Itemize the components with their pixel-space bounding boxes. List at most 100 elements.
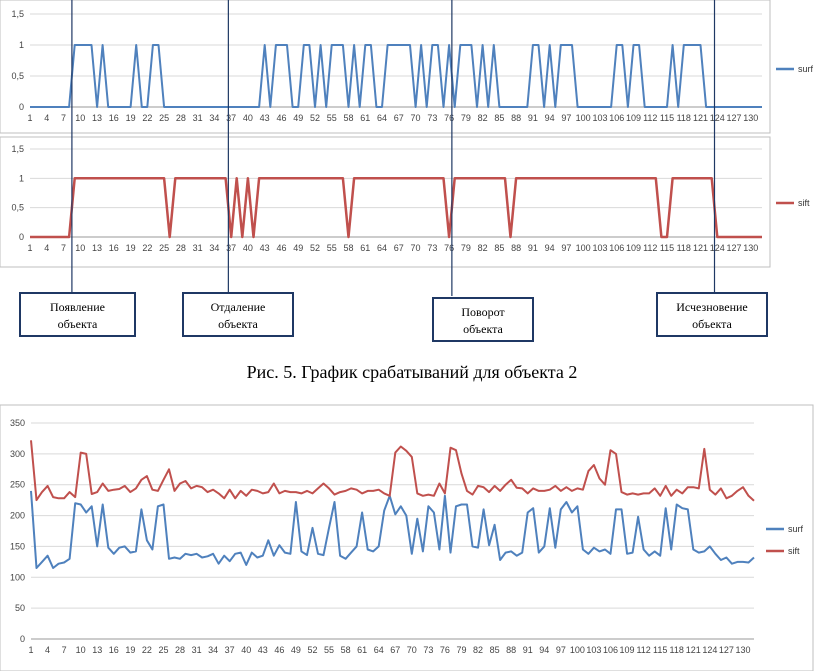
x-tick-label: 49 [291,645,301,655]
x-tick-label: 97 [561,113,571,123]
y-tick-label: 1 [19,40,24,50]
x-tick-label: 55 [327,243,337,253]
y-tick-label: 0 [19,232,24,242]
y-tick-label: 300 [10,449,25,459]
x-tick-label: 97 [556,645,566,655]
x-tick-label: 76 [440,645,450,655]
x-tick-label: 103 [586,645,601,655]
x-tick-label: 58 [343,113,353,123]
x-tick-label: 82 [478,113,488,123]
x-tick-label: 13 [92,113,102,123]
x-tick-label: 121 [693,113,708,123]
annotation-label-line1: Отдаление [211,300,266,314]
y-tick-label: 1,5 [11,144,24,154]
x-tick-label: 118 [677,243,691,253]
x-tick-label: 52 [310,243,320,253]
x-tick-label: 124 [702,645,717,655]
y-tick-label: 100 [10,572,25,582]
x-tick-label: 67 [394,113,404,123]
x-tick-label: 109 [620,645,635,655]
x-tick-label: 40 [241,645,251,655]
x-tick-label: 61 [360,113,370,123]
x-tick-label: 106 [603,645,618,655]
x-tick-label: 1 [27,243,32,253]
surf-binary-chart: 0 0,5 1 1,5 1 4 7 10 13 16 19 22 25 28 31 34 37 40 43 46 49 5… [0,0,814,134]
x-tick-label: 124 [710,113,725,123]
x-tick-label: 10 [75,113,85,123]
x-tick-label: 112 [636,645,650,655]
x-tick-label: 82 [478,243,488,253]
x-tick-label: 115 [660,113,674,123]
x-tick-label: 19 [126,243,136,253]
x-tick-label: 46 [276,243,286,253]
annotation-label-line1: Поворот [461,305,505,319]
x-tick-label: 91 [528,113,538,123]
x-tick-label: 46 [276,113,286,123]
x-tick-label: 88 [511,243,521,253]
x-tick-label: 106 [609,243,624,253]
x-tick-label: 94 [539,645,549,655]
annotation-label-line1: Появление [50,300,105,314]
y-tick-label: 50 [15,603,25,613]
x-tick-label: 34 [208,645,218,655]
x-tick-label: 112 [643,113,657,123]
x-tick-label: 109 [626,243,641,253]
x-tick-label: 73 [423,645,433,655]
annotation-label-line2: объекта [58,317,98,331]
x-tick-label: 43 [258,645,268,655]
x-tick-label: 13 [92,243,102,253]
x-tick-label: 88 [511,113,521,123]
annotation-box [656,292,768,337]
x-tick-label: 1 [28,645,33,655]
x-tick-label: 64 [374,645,384,655]
x-tick-label: 49 [293,113,303,123]
x-tick-label: 103 [592,113,607,123]
x-tick-label: 79 [456,645,466,655]
x-tick-label: 100 [570,645,585,655]
sift-binary-chart: 0 0,5 1 1,5 1 4 7 10 13 16 19 22 25 28 31 34 37 40 43 46 49 5… [0,136,810,268]
x-tick-label: 130 [743,243,758,253]
x-tick-label: 52 [310,113,320,123]
x-tick-label: 115 [653,645,667,655]
x-tick-label: 4 [44,243,49,253]
chart-frame [0,404,814,671]
x-tick-label: 67 [394,243,404,253]
x-tick-label: 16 [109,113,119,123]
x-tick-label: 16 [109,645,119,655]
y-tick-label: 1,5 [11,9,24,19]
x-tick-label: 109 [626,113,641,123]
y-tick-label: 1 [19,173,24,183]
x-tick-label: 127 [727,243,742,253]
x-tick-label: 85 [494,243,504,253]
annotation-label-line1: Исчезновение [676,300,748,314]
x-tick-label: 10 [76,645,86,655]
x-tick-label: 7 [61,243,66,253]
x-tick-label: 37 [226,243,236,253]
x-tick-label: 25 [158,645,168,655]
x-tick-label: 100 [576,243,591,253]
legend-label-surf: surf [798,64,814,74]
y-tick-label: 0,5 [11,71,24,81]
x-tick-label: 13 [92,645,102,655]
x-tick-label: 130 [735,645,750,655]
x-tick-label: 43 [260,113,270,123]
x-tick-label: 25 [159,113,169,123]
x-tick-label: 49 [293,243,303,253]
x-tick-label: 121 [693,243,708,253]
x-tick-label: 52 [307,645,317,655]
x-tick-label: 82 [473,645,483,655]
x-tick-label: 118 [670,645,684,655]
x-tick-label: 28 [176,113,186,123]
y-tick-label: 0 [20,634,25,644]
x-tick-label: 34 [209,243,219,253]
x-tick-label: 64 [377,243,387,253]
y-tick-label: 200 [10,511,25,521]
x-tick-label: 70 [407,645,417,655]
x-tick-label: 79 [461,243,471,253]
x-tick-label: 88 [506,645,516,655]
x-tick-label: 37 [226,113,236,123]
annotation-box [432,297,534,342]
y-tick-label: 250 [10,480,25,490]
x-tick-label: 4 [45,645,50,655]
